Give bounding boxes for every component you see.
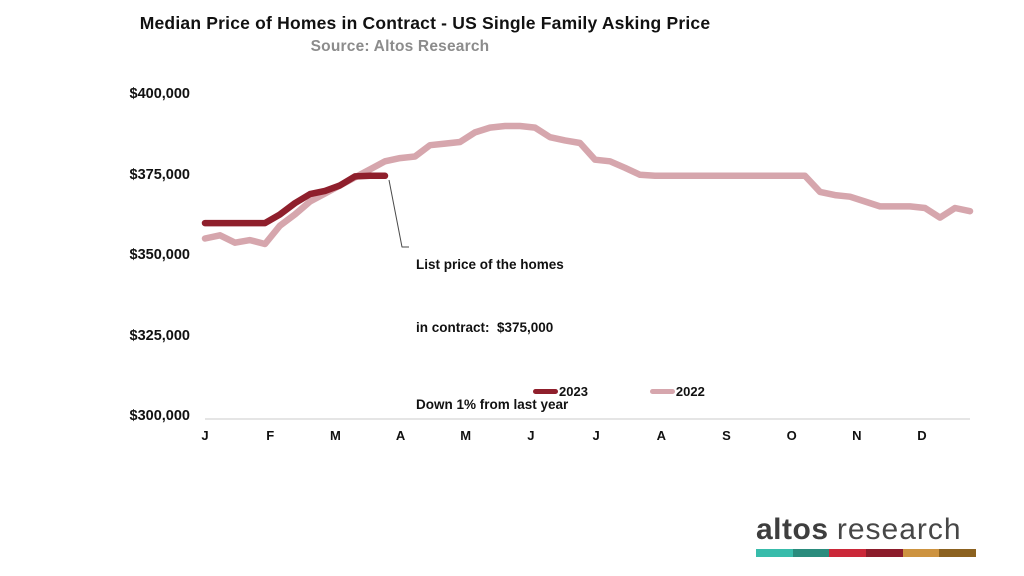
- y-tick-label: $400,000: [129, 86, 190, 103]
- logo-word-altos: altos: [756, 513, 829, 546]
- altos-research-logo: altos research: [756, 513, 977, 557]
- logo-bar-segment: [866, 549, 903, 557]
- x-tick-label: J: [592, 428, 600, 443]
- callout-leader: [388, 179, 409, 248]
- annotation-line3: Down 1% from last year: [416, 397, 569, 412]
- annotation-line2: in contract: $375,000: [416, 320, 554, 335]
- logo-bar-segment: [829, 549, 867, 557]
- logo-bar-segment: [756, 549, 793, 557]
- x-tick-label: F: [266, 428, 275, 443]
- x-tick-label: A: [395, 428, 406, 443]
- y-tick-label: $300,000: [129, 408, 190, 424]
- x-tick-label: M: [460, 428, 472, 443]
- x-tick-label: D: [917, 428, 927, 443]
- y-tick-label: $375,000: [129, 166, 190, 183]
- logo-bar-segment: [939, 549, 977, 557]
- line-2022: [201, 122, 974, 248]
- logo-color-bar: [756, 549, 977, 557]
- legend-label: 2023: [559, 384, 588, 399]
- annotation-line1: List price of the homes: [416, 257, 564, 272]
- legend-label: 2022: [675, 384, 705, 399]
- x-tick-label: J: [201, 428, 209, 443]
- x-tick-label: S: [722, 428, 731, 443]
- legend-swatch-2023: [533, 389, 558, 394]
- chart-title: Median Price of Homes in Contract - US S…: [139, 13, 711, 33]
- y-tick-label: $350,000: [129, 247, 190, 264]
- legend-item-2023: 2023: [533, 384, 588, 399]
- line-2023: [201, 172, 389, 227]
- legend-swatch-2022: [649, 389, 675, 394]
- logo-bar-segment: [902, 549, 940, 557]
- y-tick-label: $325,000: [129, 327, 190, 344]
- x-tick-label: O: [786, 428, 797, 443]
- x-tick-label: M: [329, 428, 341, 443]
- x-tick-label: J: [527, 428, 535, 443]
- logo-text: altos research: [756, 513, 976, 547]
- chart-subtitle: Source: Altos Research: [310, 38, 490, 55]
- logo-word-research: research: [836, 513, 962, 546]
- price-annotation: List price of the homes in contract: $37…: [416, 212, 568, 457]
- legend: 2023 2022: [533, 384, 705, 399]
- legend-item-2022: 2022: [649, 384, 705, 399]
- x-tick-label: N: [852, 428, 862, 443]
- logo-bar-segment: [792, 549, 830, 557]
- x-tick-label: A: [656, 428, 666, 443]
